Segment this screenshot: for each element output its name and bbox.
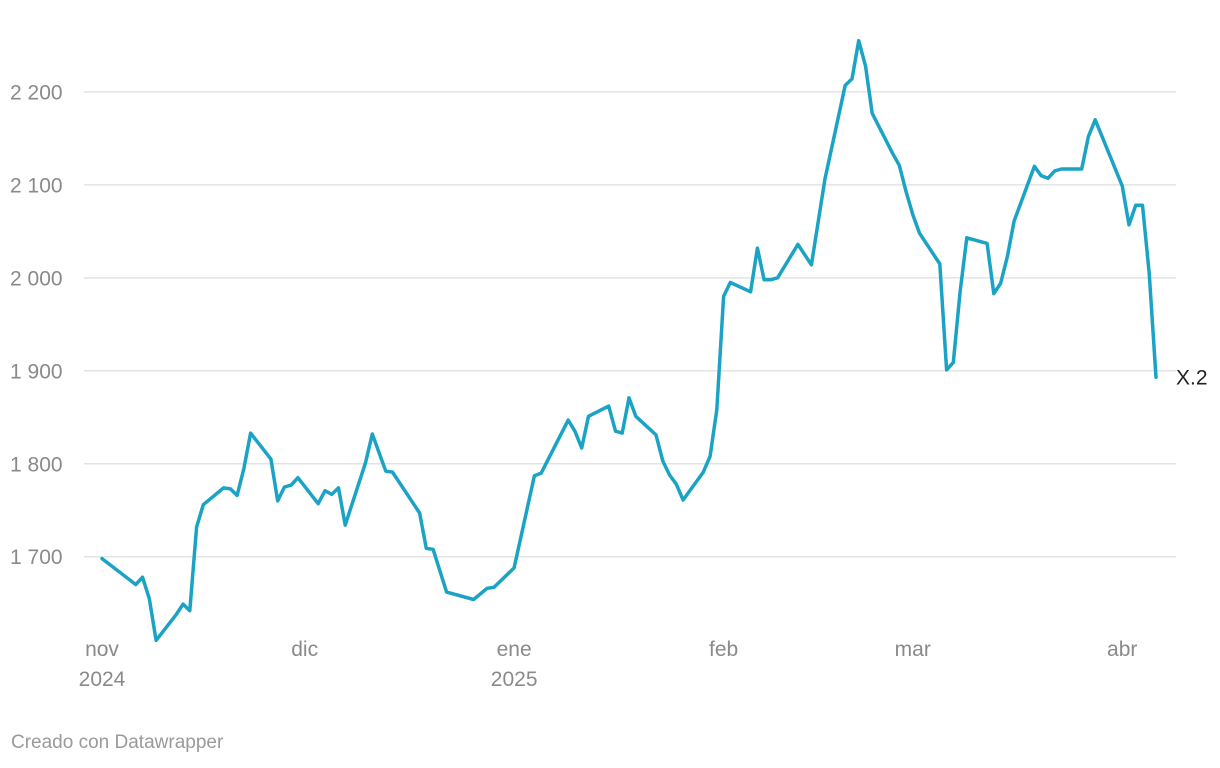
x-tick-label: dic	[291, 638, 318, 661]
x-tick-label: nov	[85, 638, 119, 661]
y-tick-label: 2 000	[10, 267, 63, 290]
series-end-labels: X.2	[1176, 366, 1208, 389]
y-axis-tick-labels: 1 700 1 800 1 900 2 000 2 100 2 200	[10, 81, 63, 569]
y-tick-label: 1 900	[10, 360, 63, 383]
x-tick-label: mar	[895, 638, 931, 661]
series-end-label: X.2	[1176, 366, 1208, 389]
x-tick-year-label: 2025	[491, 668, 538, 691]
gridlines	[84, 91, 1176, 558]
y-tick-label: 2 200	[10, 81, 63, 104]
x-axis-tick-labels: nov 2024 dic ene 2025 feb mar abr	[79, 638, 1138, 691]
x-tick-label: ene	[497, 638, 532, 661]
x-tick-label: abr	[1107, 638, 1137, 661]
y-tick-label: 1 800	[10, 453, 63, 476]
x-tick-year-label: 2024	[79, 668, 126, 691]
credit-footer: Creado con Datawrapper	[11, 732, 224, 753]
series-layer	[100, 38, 1158, 643]
y-tick-label: 1 700	[10, 546, 63, 569]
x-tick-label: feb	[709, 638, 738, 661]
y-tick-label: 2 100	[10, 174, 63, 197]
series-line	[100, 38, 1158, 643]
